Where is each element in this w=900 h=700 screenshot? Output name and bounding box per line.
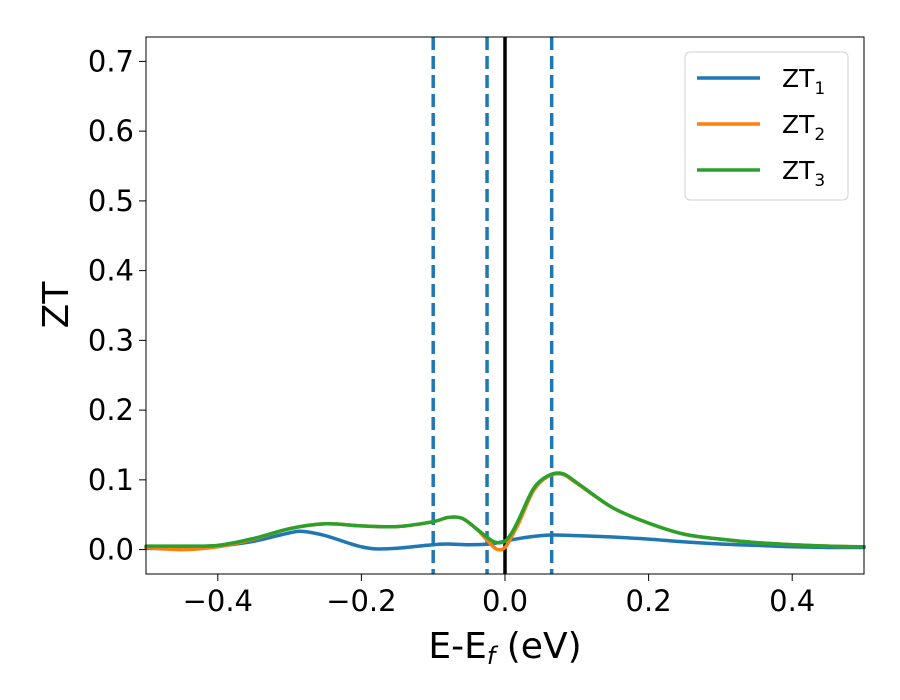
y-tick-label: 0.3 (88, 323, 134, 357)
x-tick-label: −0.2 (326, 584, 396, 618)
series-lines (144, 471, 866, 552)
y-tick-label: 0.1 (88, 463, 134, 497)
x-tick-label: 0.2 (626, 584, 672, 618)
legend-label-zt3: ZT3 (782, 156, 825, 191)
x-tick-label: 0.4 (769, 584, 815, 618)
y-tick-label: 0.7 (88, 44, 134, 78)
series-line-zt1 (144, 529, 866, 551)
legend: ZT1 ZT2 ZT3 (684, 51, 849, 201)
series-line-zt3 (144, 471, 866, 549)
x-axis-title-main: E-E (428, 626, 486, 667)
x-axis-title-unit: (eV) (495, 626, 581, 667)
x-axis-title: E-Ef (eV) (428, 626, 581, 670)
legend-label-zt1: ZT1 (782, 64, 825, 99)
y-tick-label: 0.0 (88, 533, 134, 567)
legend-label-zt2: ZT2 (782, 110, 825, 145)
x-tick-label: 0.0 (482, 584, 528, 618)
y-tick-label: 0.2 (88, 393, 134, 427)
x-axis: −0.4 −0.2 0.0 0.2 0.4 (183, 574, 815, 618)
y-tick-label: 0.5 (88, 184, 134, 218)
legend-box (684, 51, 849, 201)
y-axis-title: ZT (36, 281, 77, 329)
reference-lines (431, 37, 554, 574)
x-tick-label: −0.4 (183, 584, 253, 618)
y-tick-label: 0.4 (88, 254, 134, 288)
y-tick-label: 0.6 (88, 114, 134, 148)
y-axis: 0.0 0.1 0.2 0.3 0.4 0.5 0.6 0.7 (88, 44, 146, 567)
